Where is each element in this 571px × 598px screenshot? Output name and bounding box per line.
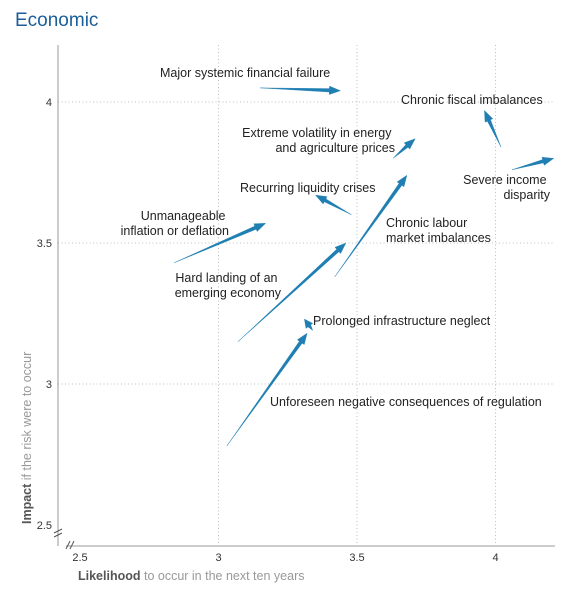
- x-tick-label: 3.5: [349, 552, 364, 564]
- label-line: Recurring liquidity crises: [240, 181, 375, 195]
- x-axis-label-light: to occur in the next ten years: [141, 569, 305, 583]
- risk-label: Unmanageable inflation or deflation: [121, 209, 229, 238]
- y-tick-label: 3.5: [37, 238, 52, 250]
- risk-label: Extreme volatility in energy and agricul…: [242, 126, 395, 155]
- risk-arrow: [259, 85, 341, 95]
- label-line: Unmanageable: [141, 209, 226, 223]
- risk-label: Chronic labour market imbalances: [386, 216, 491, 245]
- risk-label: Unforeseen negative consequences of regu…: [270, 395, 542, 409]
- axis-break-icon: [53, 528, 75, 550]
- label-line: Extreme volatility in energy: [242, 126, 392, 140]
- risk-label: Chronic fiscal imbalances: [401, 93, 543, 107]
- y-tick-label: 3: [46, 379, 52, 391]
- risk-arrow: [304, 318, 313, 331]
- label-line: Chronic fiscal imbalances: [401, 93, 543, 107]
- x-tick-label: 3: [215, 552, 221, 564]
- label-line: Chronic labour: [386, 216, 467, 230]
- risk-label: Hard landing of an emerging economy: [175, 271, 282, 300]
- label-line: emerging economy: [175, 286, 282, 300]
- label-line: Hard landing of an: [175, 271, 277, 285]
- ticks: 2.5 3 3.5 4 2.5 3 3.5 4: [37, 97, 499, 564]
- x-tick-label: 2.5: [72, 552, 87, 564]
- label-line: Major systemic financial failure: [160, 66, 330, 80]
- label-line: and agriculture prices: [275, 141, 395, 155]
- risk-arrow: [315, 194, 352, 216]
- y-tick-label: 4: [46, 97, 52, 109]
- label-line: disparity: [503, 188, 550, 202]
- y-tick-label: 2.5: [37, 520, 52, 532]
- label-line: Severe income: [463, 173, 546, 187]
- risk-labels: Major systemic financial failure Chronic…: [121, 66, 551, 409]
- y-axis-label-light: if the risk were to occur: [20, 352, 34, 484]
- risk-arrow: [392, 138, 416, 159]
- label-line: inflation or deflation: [121, 224, 229, 238]
- risk-label: Prolonged infrastructure neglect: [313, 314, 491, 328]
- risk-label: Major systemic financial failure: [160, 66, 330, 80]
- x-axis-label: Likelihood to occur in the next ten year…: [78, 569, 304, 583]
- risk-arrow: [484, 110, 502, 148]
- risk-arrow: [173, 223, 266, 263]
- risk-arrow: [237, 242, 347, 342]
- risk-arrow: [511, 156, 554, 170]
- chart-title: Economic: [15, 10, 98, 31]
- risk-label: Severe income disparity: [463, 173, 551, 202]
- grid: [58, 45, 555, 546]
- x-axis-label-strong: Likelihood: [78, 569, 141, 583]
- risk-arrow: [334, 175, 408, 277]
- label-line: market imbalances: [386, 231, 491, 245]
- label-line: Prolonged infrastructure neglect: [313, 314, 491, 328]
- risk-label: Recurring liquidity crises: [240, 181, 375, 195]
- label-line: Unforeseen negative consequences of regu…: [270, 395, 542, 409]
- x-tick-label: 4: [492, 552, 498, 564]
- y-axis-label: Impact if the risk were to occur: [20, 352, 34, 524]
- risk-arrows: [173, 85, 554, 447]
- risk-arrow: [226, 333, 308, 447]
- y-axis-label-strong: Impact: [20, 483, 34, 524]
